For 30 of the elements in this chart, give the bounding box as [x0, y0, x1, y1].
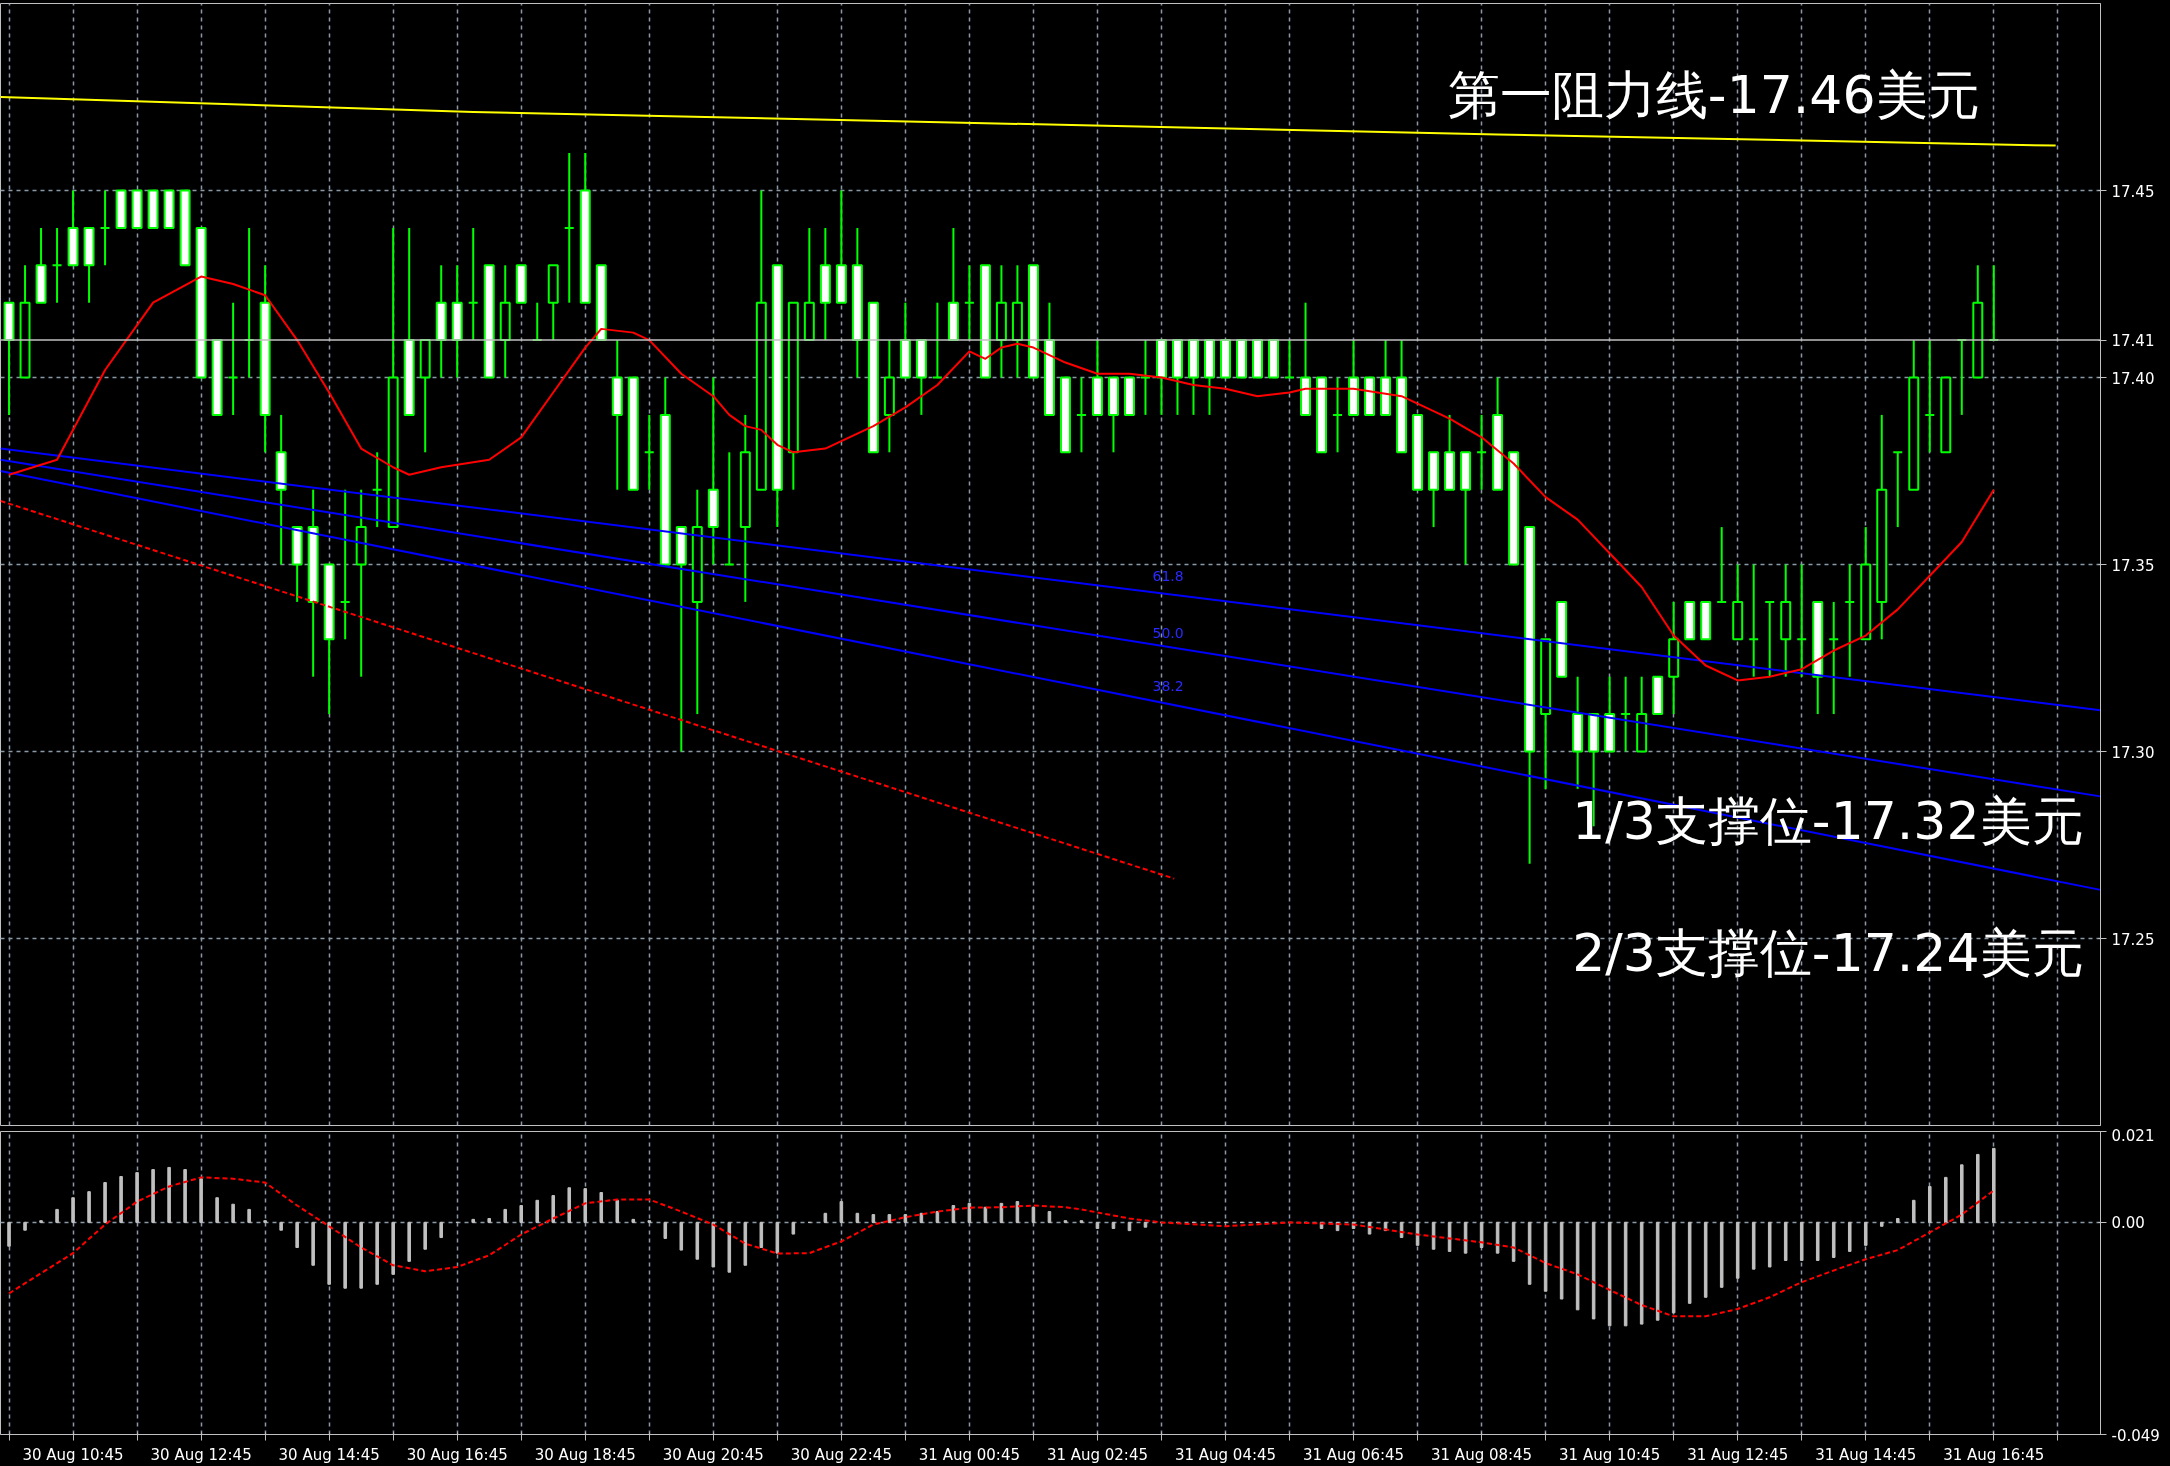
x-tick-label: 30 Aug 22:45 — [790, 1445, 892, 1464]
y-tick-label: 17.45 — [2111, 182, 2155, 201]
x-tick-label: 31 Aug 00:45 — [918, 1445, 1020, 1464]
x-tick-label: 31 Aug 10:45 — [1559, 1445, 1661, 1464]
x-tick-label: 31 Aug 04:45 — [1174, 1445, 1277, 1464]
annotation: 38.2 — [1152, 677, 1184, 694]
x-tick-label: 31 Aug 16:45 — [1943, 1445, 2045, 1464]
annotation: 2/3支撑位-17.24美元 — [1572, 922, 2084, 983]
x-tick-label: 31 Aug 14:45 — [1815, 1445, 1917, 1464]
ref-line-label: 17.41 — [2111, 332, 2155, 351]
annotation: 50.0 — [1152, 624, 1184, 641]
x-tick-label: 31 Aug 12:45 — [1687, 1445, 1789, 1464]
annotation: 61.8 — [1152, 567, 1184, 584]
x-tick-label: 30 Aug 10:45 — [22, 1445, 124, 1464]
y-tick-label: 17.40 — [2111, 369, 2155, 388]
x-tick-label: 30 Aug 12:45 — [150, 1445, 252, 1464]
x-tick-label: 30 Aug 18:45 — [534, 1445, 636, 1464]
y-tick-label: -0.049 — [2111, 1426, 2160, 1445]
x-tick-label: 30 Aug 20:45 — [662, 1445, 764, 1464]
y-tick-label: 0.00 — [2111, 1214, 2145, 1233]
y-tick-label: 17.35 — [2111, 556, 2155, 575]
x-tick-label: 31 Aug 08:45 — [1431, 1445, 1533, 1464]
x-tick-label: 30 Aug 16:45 — [406, 1445, 508, 1464]
annotation: 第一阻力线-17.46美元 — [1447, 64, 1980, 125]
y-tick-label: 17.25 — [2111, 930, 2155, 949]
y-tick-label: 17.30 — [2111, 743, 2155, 762]
x-tick-label: 30 Aug 14:45 — [278, 1445, 380, 1464]
x-tick-label: 31 Aug 06:45 — [1302, 1445, 1405, 1464]
x-tick-label: 31 Aug 02:45 — [1046, 1445, 1149, 1464]
y-tick-label: 0.021 — [2111, 1126, 2155, 1145]
